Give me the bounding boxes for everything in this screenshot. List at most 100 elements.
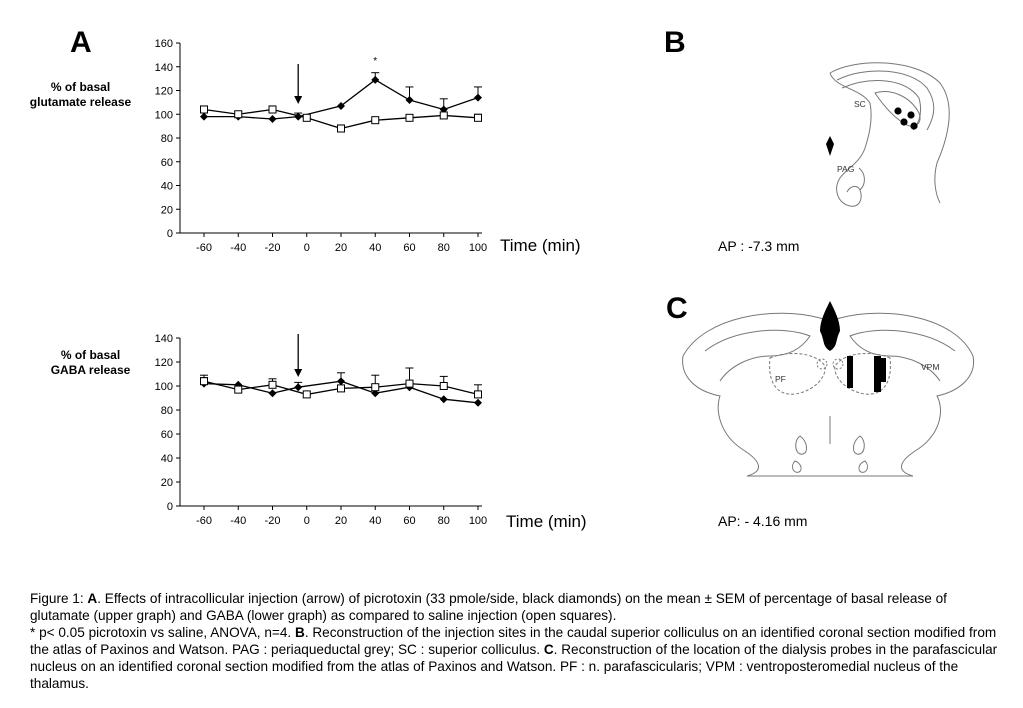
saline-data-point (234, 385, 243, 394)
picrotoxin-data-point (474, 398, 482, 407)
injection-arrow-head (294, 369, 303, 377)
diagram-c-ap-coordinate: AP: - 4.16 mm (718, 513, 808, 529)
probe-track-left (847, 356, 853, 388)
x-tick-label: -60 (196, 242, 212, 254)
x-tick-label: -60 (196, 515, 212, 527)
saline-data-point (405, 113, 414, 122)
x-tick-label: 80 (438, 242, 450, 254)
x-tick-label: 60 (403, 242, 415, 254)
picrotoxin-data-point (200, 112, 208, 121)
superior-colliculus-section-diagram: SC PAG (826, 62, 950, 207)
saline-data-point (268, 380, 277, 389)
x-tick-label: 40 (369, 242, 381, 254)
sc-injection-site-dot (900, 118, 908, 126)
diagram-b-ap-coordinate: AP : -7.3 mm (718, 238, 800, 254)
picrotoxin-data-point (439, 395, 448, 404)
caption-figure-label: Figure 1: (30, 591, 88, 606)
y-tick-label: 100 (155, 381, 173, 393)
y-tick-label: 100 (155, 109, 173, 121)
panel-label-a: A (70, 26, 92, 59)
y-tick-label: 160 (155, 38, 173, 50)
caption-ref-b: B (294, 625, 305, 640)
picrotoxin-data-point (268, 389, 277, 398)
x-tick-label: 40 (369, 515, 381, 527)
diagram-c-label-pf: PF (775, 374, 786, 384)
x-tick-label: 0 (304, 515, 310, 527)
x-tick-label: 100 (469, 242, 487, 254)
diagram-b-label-sc: SC (854, 99, 866, 109)
caption-stats-note: * p< 0.05 picrotoxin vs saline, ANOVA, n… (30, 625, 295, 640)
y-tick-label: 140 (155, 62, 173, 74)
x-tick-label: 60 (403, 515, 415, 527)
midline-black-structure (820, 301, 840, 351)
sc-injection-site-dot (894, 107, 902, 115)
saline-data-point (439, 111, 448, 120)
saline-data-point (371, 116, 380, 125)
y-tick-label: 20 (161, 477, 173, 489)
diagram-b-label-pag: PAG (837, 164, 854, 174)
glutamate-y-axis-label: % of basal glutamate release (18, 80, 143, 110)
gaba-y-label-line1: % of basal (60, 348, 121, 362)
x-tick-label: 20 (335, 242, 347, 254)
x-tick-label: -20 (265, 242, 281, 254)
y-tick-label: 60 (161, 157, 173, 169)
saline-data-point (268, 105, 277, 114)
panel-label-b: B (664, 26, 686, 59)
probe-track-right (874, 356, 881, 392)
saline-data-point (439, 382, 448, 390)
gaba-release-chart: 0 20 40 60 80 100 120 140 -60 -40 -20 0 20 40 60 80 100 (155, 333, 488, 527)
caption-paragraph-2: * p< 0.05 picrotoxin vs saline, ANOVA, n… (30, 624, 1005, 692)
picrotoxin-data-point (405, 96, 414, 104)
probe-track-right-tip (880, 358, 886, 382)
x-tick-label: 80 (438, 515, 450, 527)
x-tick-label: -40 (230, 242, 246, 254)
glutamate-y-label-line2: glutamate release (29, 95, 132, 109)
picrotoxin-data-point (371, 389, 380, 398)
x-tick-label: -20 (265, 515, 281, 527)
x-tick-label: -40 (230, 515, 246, 527)
y-tick-label: 60 (161, 429, 173, 441)
y-tick-label: 20 (161, 204, 173, 216)
glutamate-x-axis-label: Time (min) (500, 236, 581, 255)
picrotoxin-data-point (474, 93, 482, 102)
y-tick-label: 0 (167, 501, 173, 513)
x-tick-label: 0 (304, 242, 310, 254)
picrotoxin-data-point (294, 383, 303, 392)
saline-data-point (405, 379, 414, 388)
caption-text-a: . Effects of intracollicular injection (… (30, 591, 947, 623)
gaba-x-axis-label: Time (min) (506, 512, 587, 531)
caption-paragraph-1: Figure 1: A. Effects of intracollicular … (30, 590, 1005, 624)
y-tick-label: 0 (167, 228, 173, 240)
saline-data-point (337, 124, 345, 133)
y-tick-label: 80 (161, 405, 173, 417)
x-tick-label: 20 (335, 515, 347, 527)
y-tick-label: 40 (161, 453, 173, 465)
saline-data-point (200, 105, 208, 114)
caption-text-b: . Reconstruction of the injection sites … (30, 625, 997, 657)
saline-data-point (474, 390, 482, 399)
panel-label-c: C (666, 292, 688, 325)
picrotoxin-data-point (337, 377, 345, 386)
y-tick-label: 120 (155, 86, 173, 98)
sc-injection-site-dot (907, 111, 915, 119)
picrotoxin-data-point (268, 115, 277, 123)
significance-asterisk: * (373, 56, 377, 67)
y-tick-label: 80 (161, 133, 173, 145)
picrotoxin-data-point (371, 75, 380, 84)
glutamate-release-chart: 0 20 40 60 80 100 120 140 160 -60 -40 -20 0 20 40 60 80 1… (155, 38, 488, 254)
injection-arrow-head (294, 96, 303, 104)
glutamate-y-label-line1: % of basal (50, 80, 111, 94)
caption-ref-c: C (543, 642, 554, 657)
parafascicular-section-diagram: PF VPM (682, 301, 975, 477)
picrotoxin-data-point (337, 101, 345, 110)
caption-text-c: . Reconstruction of the location of the … (30, 642, 998, 691)
saline-data-point (371, 383, 380, 392)
gaba-y-axis-label: % of basal GABA release (28, 348, 153, 378)
figure-caption: Figure 1: A. Effects of intracollicular … (30, 590, 1005, 692)
y-tick-label: 120 (155, 357, 173, 369)
sc-injection-site-dot (910, 122, 918, 130)
diagram-c-label-vpm: VPM (921, 362, 939, 372)
saline-data-point (302, 390, 311, 399)
x-tick-label: 100 (469, 515, 487, 527)
saline-data-point (302, 113, 311, 122)
